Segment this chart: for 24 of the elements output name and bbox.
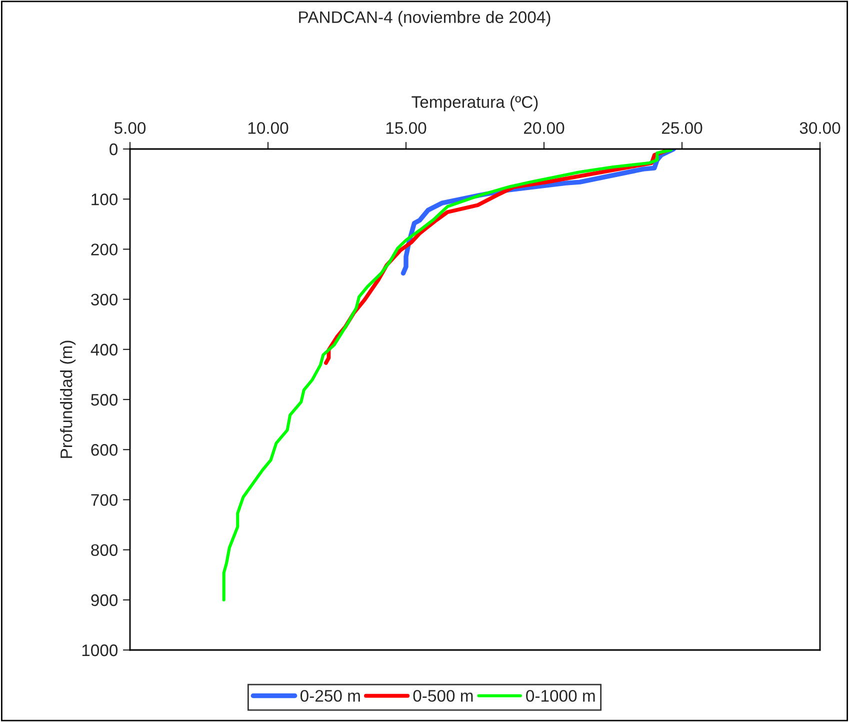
x-tick-label: 15.00: [386, 122, 426, 134]
line-series: [222, 149, 672, 602]
y-axis-title: Profundidad (m): [60, 340, 76, 458]
y-tick-label: 200: [91, 244, 118, 256]
y-tick-label: 600: [91, 444, 118, 456]
y-tick-label: 100: [92, 194, 118, 206]
x-axis-title: Temperatura (ºC): [412, 96, 538, 112]
x-tick-label: 20.00: [524, 122, 564, 134]
chart-title: PANDCAN-4 (noviembre de 2004): [299, 10, 550, 26]
x-tick-label: 25.00: [662, 122, 702, 134]
x-tick-label: 10.00: [248, 122, 288, 134]
y-tick-label: 0: [110, 143, 118, 156]
y-tick-label: 800: [91, 544, 118, 556]
y-tick-label: 700: [91, 494, 118, 506]
y-tick-label: 900: [91, 594, 118, 606]
x-tick-label: 5.00: [114, 122, 146, 134]
legend-label: 0-250 m: [300, 690, 360, 702]
y-tick-label: 1000: [82, 644, 118, 656]
legend-label: 0-1000 m: [526, 690, 595, 702]
y-tick-label: 500: [91, 394, 118, 406]
legend-label: 0-500 m: [413, 690, 473, 702]
x-tick-label: 30.00: [800, 122, 840, 134]
y-tick-label: 400: [90, 344, 118, 356]
y-tick-label: 300: [91, 294, 118, 306]
